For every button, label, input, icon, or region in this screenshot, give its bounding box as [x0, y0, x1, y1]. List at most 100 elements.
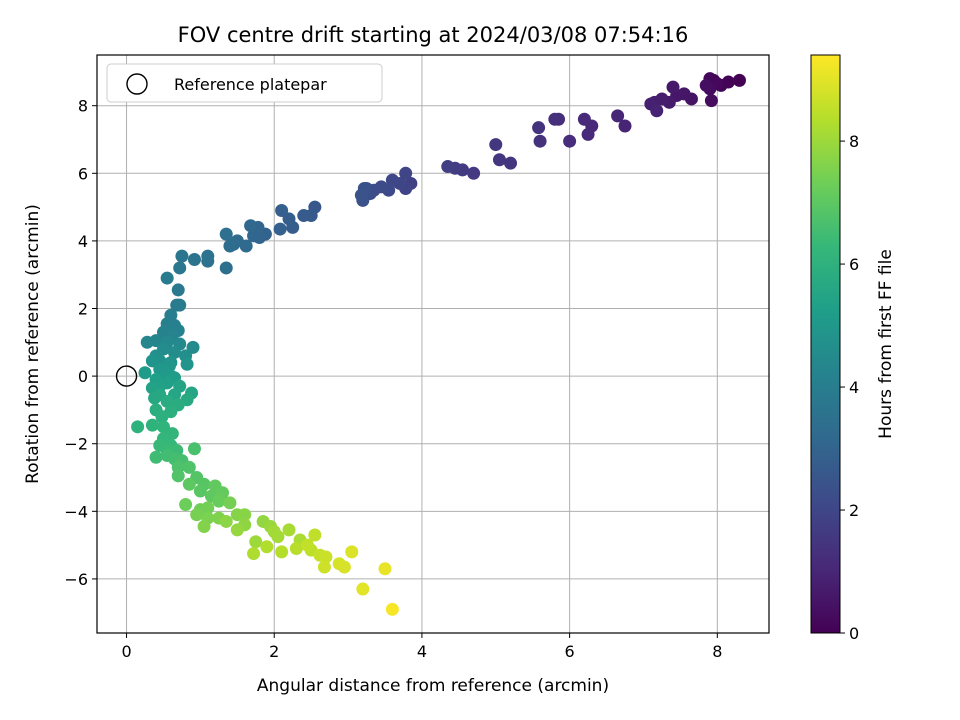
colorbar — [810, 54, 841, 634]
data-point — [271, 530, 285, 544]
data-point — [247, 547, 261, 561]
data-point — [467, 166, 481, 180]
data-point — [160, 271, 174, 285]
data-point — [156, 420, 170, 434]
data-point — [577, 112, 591, 126]
data-point — [148, 391, 162, 405]
data-point — [171, 283, 185, 297]
data-point — [138, 366, 152, 380]
data-point — [201, 249, 215, 263]
data-point — [650, 104, 664, 118]
data-point — [168, 345, 182, 359]
y-tick-label: 8 — [78, 97, 88, 116]
reference-marker-layer — [115, 365, 138, 387]
legend-label: Reference platepar — [174, 75, 327, 94]
data-point — [249, 535, 263, 549]
colorbar-tick-label: 8 — [849, 132, 859, 151]
data-point — [317, 560, 331, 574]
data-point — [282, 212, 296, 226]
colorbar-label: Hours from first FF file — [876, 249, 896, 439]
data-point — [180, 357, 194, 371]
data-point — [238, 508, 252, 522]
data-point — [260, 540, 274, 554]
y-tick-label: 0 — [78, 367, 88, 386]
data-point — [179, 498, 193, 512]
data-point — [230, 523, 244, 537]
legend: Reference platepar — [106, 63, 383, 103]
data-point — [244, 219, 258, 233]
data-point — [193, 484, 207, 498]
data-point — [533, 134, 547, 148]
data-point — [182, 460, 196, 474]
data-point — [319, 550, 333, 564]
data-point — [399, 166, 413, 180]
data-point — [337, 560, 351, 574]
data-point — [385, 173, 399, 187]
data-point — [492, 153, 506, 167]
data-point — [532, 121, 546, 135]
x-tick-label: 6 — [565, 642, 575, 661]
plot-frame — [96, 54, 770, 634]
data-point — [173, 298, 187, 312]
data-point — [378, 562, 392, 576]
x-axis-ticks: 0 2 4 6 8 — [121, 633, 722, 661]
colorbar-tick-label: 4 — [849, 378, 859, 397]
legend-box — [106, 63, 383, 103]
data-point — [441, 160, 455, 174]
data-point — [704, 94, 718, 108]
data-point — [187, 252, 201, 266]
x-tick-label: 8 — [712, 642, 722, 661]
data-point — [289, 541, 303, 555]
data-point — [732, 73, 746, 87]
data-point — [247, 229, 261, 243]
y-tick-label: −4 — [64, 502, 88, 521]
colorbar-tick-label: 2 — [849, 501, 859, 520]
data-point — [149, 450, 163, 464]
data-point — [219, 227, 233, 241]
data-point — [145, 418, 159, 432]
data-point — [282, 523, 296, 537]
chart-title: FOV centre drift starting at 2024/03/08 … — [178, 23, 689, 47]
x-tick-label: 0 — [121, 642, 131, 661]
data-point — [175, 249, 189, 263]
data-point — [190, 508, 204, 522]
x-tick-label: 4 — [417, 642, 427, 661]
data-point — [155, 410, 169, 424]
data-point — [354, 188, 368, 202]
data-point — [548, 112, 562, 126]
colorbar-ticks: 0 2 4 6 8 — [840, 132, 859, 643]
data-point — [666, 80, 680, 94]
data-point — [201, 501, 215, 515]
data-point — [223, 239, 237, 253]
data-point — [699, 78, 713, 92]
data-point — [219, 514, 233, 528]
data-point — [385, 602, 399, 616]
data-point — [345, 545, 359, 559]
data-point — [212, 494, 226, 508]
data-point — [223, 496, 237, 510]
data-point — [275, 545, 289, 559]
data-point — [489, 138, 503, 152]
y-tick-label: −2 — [64, 435, 88, 454]
data-point — [581, 127, 595, 141]
data-point — [140, 335, 154, 349]
data-point — [611, 109, 625, 123]
data-point — [186, 340, 200, 354]
data-point — [197, 520, 211, 534]
y-axis-label: Rotation from reference (arcmin) — [23, 204, 43, 484]
data-point — [131, 420, 145, 434]
data-point — [618, 119, 632, 133]
data-point — [563, 134, 577, 148]
y-tick-label: −6 — [64, 570, 88, 589]
data-point — [145, 354, 159, 368]
data-points — [131, 72, 746, 616]
colorbar-tick-label: 0 — [849, 624, 859, 643]
x-axis-label: Angular distance from reference (arcmin) — [257, 676, 609, 696]
data-point — [219, 261, 233, 275]
data-point — [275, 203, 289, 217]
data-point — [504, 156, 518, 170]
colorbar-tick-label: 6 — [849, 255, 859, 274]
data-point — [160, 394, 174, 408]
data-point — [356, 582, 370, 596]
reference-platepar-marker — [115, 365, 138, 387]
